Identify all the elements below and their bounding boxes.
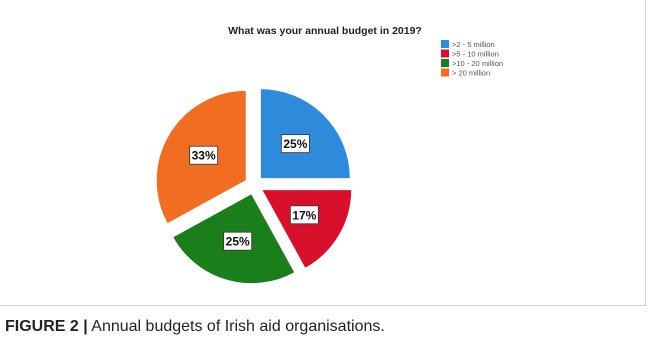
- data-label-box: [289, 205, 319, 225]
- chart-panel: What was your annual budget in 2019? 25%…: [0, 0, 646, 306]
- pie-slices: [155, 88, 353, 285]
- legend-item-10-20-million: >10 - 20 million: [441, 59, 503, 68]
- legend-label: >5 - 10 million: [452, 50, 499, 59]
- legend-label: >2 - 5 million: [452, 40, 495, 49]
- figure-caption-label: FIGURE 2 |: [5, 318, 88, 335]
- figure-caption-text: Annual budgets of Irish aid organisation…: [87, 318, 385, 335]
- legend-swatch: [441, 40, 449, 48]
- data-label-box: [223, 231, 253, 251]
- figure-caption: FIGURE 2 | Annual budgets of Irish aid o…: [5, 318, 385, 336]
- legend: >2 - 5 million>5 - 10 million>10 - 20 mi…: [441, 40, 503, 78]
- pie-data-label: 25%: [280, 134, 310, 154]
- data-label-text: 25%: [283, 137, 307, 151]
- legend-swatch: [441, 68, 449, 77]
- pie-slice-5-10-million: [260, 189, 353, 270]
- legend-label: > 20 million: [452, 69, 490, 78]
- legend-swatch: [441, 59, 449, 67]
- data-label-box: [280, 134, 310, 154]
- data-label-text: 17%: [292, 208, 316, 222]
- pie-data-label: 25%: [223, 231, 253, 251]
- pie-data-label: 17%: [289, 205, 319, 225]
- legend-item-5-10-million: >5 - 10 million: [441, 49, 499, 59]
- data-label-box: [189, 145, 219, 165]
- pie-data-labels: 25% 17% 25% 33%: [189, 134, 319, 251]
- legend-swatch: [441, 49, 449, 58]
- legend-label: >10 - 20 million: [452, 59, 503, 68]
- data-label-text: 33%: [192, 149, 216, 163]
- legend-item-2-5-million: >2 - 5 million: [441, 40, 495, 49]
- pie-chart: What was your annual budget in 2019? 25%…: [155, 25, 503, 285]
- legend-item-20-million: > 20 million: [441, 68, 490, 78]
- data-label-text: 25%: [226, 235, 250, 249]
- pie-slice-2-5-million: [259, 88, 351, 180]
- pie-data-label: 33%: [189, 145, 219, 165]
- chart-title: What was your annual budget in 2019?: [228, 25, 422, 37]
